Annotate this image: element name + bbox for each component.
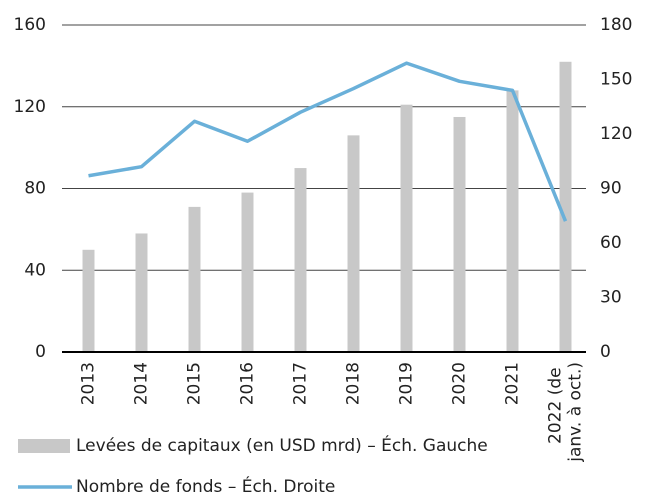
bar [400, 104, 413, 352]
x-tick-label: 2017 [291, 362, 311, 405]
x-tick-label: 2018 [344, 362, 364, 405]
x-tick-label: 2021 [503, 362, 523, 405]
y2-tick-label: 90 [600, 179, 622, 199]
bar [82, 249, 95, 352]
y-tick-label: 40 [24, 260, 46, 280]
y2-tick-label: 120 [600, 124, 632, 144]
x-tick-label: 2015 [185, 362, 205, 405]
bar [294, 168, 307, 352]
y2-tick-label: 180 [600, 15, 632, 35]
legend-label: Levées de capitaux (en USD mrd) – Éch. G… [76, 434, 488, 456]
x-tick-label: 2020 [450, 362, 470, 405]
bar [559, 61, 572, 352]
bar [347, 135, 360, 352]
legend-label: Nombre de fonds – Éch. Droite [76, 475, 335, 494]
y-tick-label: 120 [14, 97, 46, 117]
y2-tick-label: 30 [600, 288, 622, 308]
legend-swatch [18, 439, 70, 453]
bar [506, 90, 519, 353]
line [88, 61, 568, 222]
y-tick-label: 160 [14, 15, 46, 35]
x-tick-label: 2014 [132, 362, 152, 405]
bar [241, 192, 254, 352]
y2-tick-label: 150 [600, 70, 632, 90]
y2-tick-label: 60 [600, 233, 622, 253]
y-tick-label: 0 [35, 342, 46, 362]
x-tick-label: 2019 [397, 362, 417, 405]
x-tick-label: 2016 [238, 362, 258, 405]
bar [188, 206, 201, 352]
x-tick-label: 2013 [79, 362, 99, 405]
bar [135, 233, 148, 352]
x-tick-label: 2022 (de janv. à oct.) [546, 362, 586, 463]
bar [453, 116, 466, 352]
y-tick-label: 80 [24, 179, 46, 199]
y2-tick-label: 0 [600, 342, 611, 362]
